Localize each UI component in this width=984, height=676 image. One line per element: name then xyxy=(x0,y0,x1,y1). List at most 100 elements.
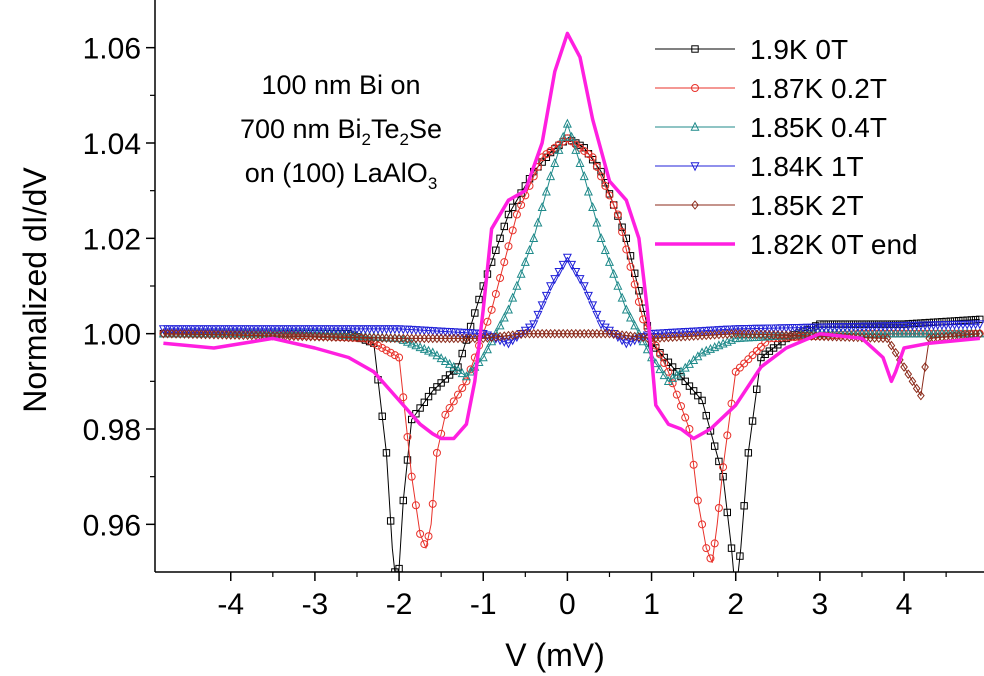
data-point xyxy=(558,131,568,141)
data-point xyxy=(744,449,753,457)
data-point xyxy=(281,330,290,339)
data-point xyxy=(499,312,509,322)
data-point xyxy=(420,540,429,549)
data-point xyxy=(432,350,442,360)
data-point xyxy=(659,370,669,380)
data-point xyxy=(399,393,408,402)
data-point xyxy=(496,234,504,243)
data-point xyxy=(967,316,976,324)
data-point xyxy=(697,327,707,337)
data-point xyxy=(723,431,732,440)
x-tick-label: -3 xyxy=(302,588,329,621)
data-point xyxy=(403,432,412,441)
data-point xyxy=(596,320,606,330)
data-point xyxy=(562,253,572,263)
data-point xyxy=(634,297,643,306)
data-point xyxy=(710,539,719,548)
series-4 xyxy=(159,328,984,401)
data-point xyxy=(719,472,727,481)
data-point xyxy=(492,246,500,254)
data-point xyxy=(424,345,434,355)
data-point xyxy=(604,256,614,266)
data-point xyxy=(672,328,682,338)
data-point xyxy=(395,353,404,362)
data-point xyxy=(748,351,757,360)
data-point xyxy=(503,304,513,314)
x-ticks: -4 -3 -2 -1 0 1 2 3 4 xyxy=(217,572,947,621)
data-point xyxy=(327,329,337,339)
data-point xyxy=(504,210,513,219)
data-point xyxy=(541,291,551,301)
data-point xyxy=(588,202,598,212)
data-point xyxy=(887,340,896,351)
data-point xyxy=(672,369,682,379)
data-point xyxy=(579,282,589,292)
annotation-line-3-pre: on (100) LaAlO xyxy=(245,158,428,188)
data-point xyxy=(579,171,589,181)
data-point xyxy=(638,336,648,346)
data-point xyxy=(294,330,303,339)
data-point xyxy=(681,413,690,422)
data-point xyxy=(740,359,749,368)
data-point xyxy=(583,186,593,196)
x-tick-label: 1 xyxy=(643,588,660,621)
data-point xyxy=(462,377,471,386)
data-point xyxy=(538,158,546,166)
x-tick-label: 4 xyxy=(896,588,913,621)
data-point xyxy=(600,244,610,254)
data-point xyxy=(378,343,387,352)
legend: 1.9K 0T 1.87K 0.2T 1.85K 0.4T 1.84K 1T 1.85K… xyxy=(655,34,918,260)
x-tick-label: 2 xyxy=(727,588,744,621)
data-point xyxy=(512,280,522,290)
data-point xyxy=(436,353,446,363)
data-point xyxy=(508,292,518,302)
data-point xyxy=(323,329,333,339)
data-point xyxy=(693,496,702,505)
x-tick-label: -1 xyxy=(470,588,497,621)
annotation-line-1: 100 nm Bi on xyxy=(261,70,420,100)
data-point xyxy=(660,359,669,368)
data-point xyxy=(411,340,421,350)
y-tick-label: 1.06 xyxy=(83,33,141,66)
data-point xyxy=(407,338,417,348)
data-point xyxy=(592,310,602,320)
data-point xyxy=(706,554,715,563)
data-point xyxy=(415,342,425,352)
annotation-line-2-pre: 700 nm Bi xyxy=(240,114,362,144)
data-point xyxy=(558,260,568,270)
data-point xyxy=(562,118,572,128)
data-point xyxy=(689,327,699,337)
data-point xyxy=(382,346,391,355)
data-point xyxy=(626,312,636,322)
legend-label: 1.84K 1T xyxy=(750,151,864,182)
data-point xyxy=(597,172,606,181)
data-point xyxy=(684,327,694,337)
y-tick-label: 1.02 xyxy=(83,223,141,256)
data-point xyxy=(525,323,535,333)
data-point xyxy=(512,210,521,219)
data-point xyxy=(891,347,900,358)
data-point xyxy=(491,289,500,298)
data-point xyxy=(445,404,454,413)
legend-label: 1.85K 0.4T xyxy=(750,112,887,143)
data-point xyxy=(596,233,606,243)
data-point xyxy=(748,417,757,425)
data-point xyxy=(727,544,736,552)
annotation-line-3-sub: 3 xyxy=(428,174,437,193)
data-point xyxy=(466,366,476,376)
legend-marker xyxy=(691,84,699,92)
y-ticks: 0.96 0.98 1.00 1.02 1.04 1.06 xyxy=(83,33,155,542)
y-tick-label: 1.00 xyxy=(83,319,141,352)
data-point xyxy=(432,448,441,457)
data-point xyxy=(445,371,454,379)
data-point xyxy=(382,449,391,457)
data-point xyxy=(719,463,728,472)
data-point xyxy=(617,336,627,346)
data-point xyxy=(369,339,378,348)
data-point xyxy=(663,376,673,386)
data-point xyxy=(458,349,466,358)
data-point xyxy=(592,162,601,171)
data-point xyxy=(605,191,614,200)
data-point xyxy=(672,390,681,399)
data-point xyxy=(694,391,702,400)
